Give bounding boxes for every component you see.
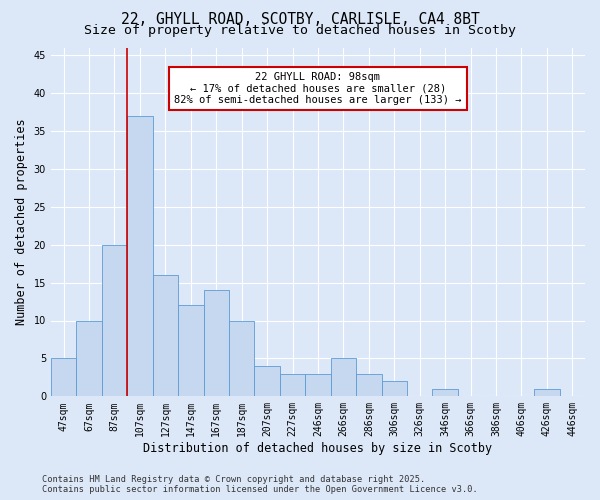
Bar (382, 381, 407, 396)
Text: Contains HM Land Registry data © Crown copyright and database right 2025.
Contai: Contains HM Land Registry data © Crown c… (42, 474, 478, 494)
Bar (178, 306, 203, 396)
Bar (102, 244, 127, 396)
Text: Size of property relative to detached houses in Scotby: Size of property relative to detached ho… (84, 24, 516, 37)
Bar (331, 358, 356, 397)
Bar (76, 320, 102, 396)
Bar (203, 290, 229, 397)
X-axis label: Distribution of detached houses by size in Scotby: Distribution of detached houses by size … (143, 442, 493, 455)
Bar (305, 374, 331, 396)
Bar (51, 358, 76, 397)
Bar (356, 374, 382, 396)
Text: 22, GHYLL ROAD, SCOTBY, CARLISLE, CA4 8BT: 22, GHYLL ROAD, SCOTBY, CARLISLE, CA4 8B… (121, 12, 479, 28)
Bar (280, 374, 305, 396)
Bar (152, 275, 178, 396)
Bar (254, 366, 280, 396)
Bar (534, 389, 560, 396)
Bar (433, 389, 458, 396)
Y-axis label: Number of detached properties: Number of detached properties (15, 118, 28, 325)
Text: 22 GHYLL ROAD: 98sqm
← 17% of detached houses are smaller (28)
82% of semi-detac: 22 GHYLL ROAD: 98sqm ← 17% of detached h… (174, 72, 462, 105)
Bar (229, 320, 254, 396)
Bar (127, 116, 152, 396)
